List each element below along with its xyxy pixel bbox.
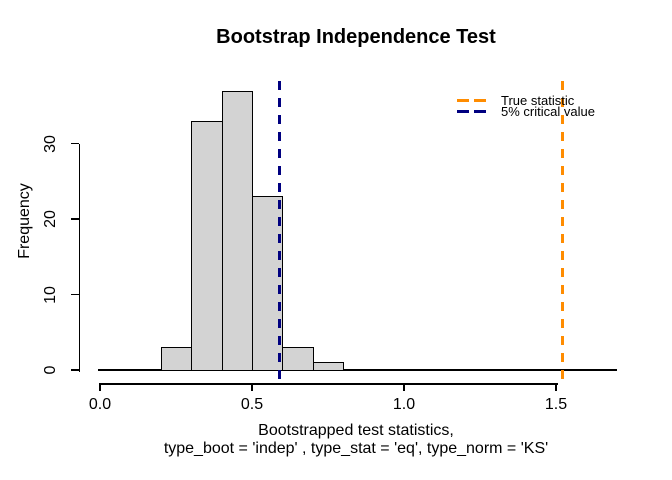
x-tick-label: 1.0 bbox=[392, 396, 416, 413]
legend-label-true-statistic: True statistic bbox=[501, 93, 575, 108]
histogram-bar bbox=[191, 120, 223, 371]
y-tick bbox=[71, 369, 79, 371]
x-tick-label: 1.5 bbox=[544, 396, 568, 413]
legend-label-critical-value: 5% critical value bbox=[501, 104, 595, 119]
x-axis-label-line2: type_boot = 'indep' , type_stat = 'eq', … bbox=[163, 440, 549, 457]
histogram-bar bbox=[221, 90, 253, 371]
y-tick-label: 20 bbox=[42, 210, 59, 228]
histogram-bar bbox=[312, 362, 345, 371]
x-tick-label: 0.0 bbox=[88, 396, 112, 413]
y-tick-label: 0 bbox=[42, 365, 59, 375]
y-tick bbox=[71, 142, 79, 145]
y-tick bbox=[71, 293, 79, 296]
x-tick bbox=[251, 383, 253, 391]
y-axis-label: Frequency bbox=[16, 183, 33, 259]
x-tick-label: 0.5 bbox=[240, 396, 264, 413]
x-tick bbox=[403, 383, 405, 391]
y-tick bbox=[71, 218, 79, 220]
vline-true-statistic bbox=[560, 81, 564, 383]
x-axis-line bbox=[100, 383, 558, 385]
y-tick-label: 10 bbox=[42, 285, 59, 304]
legend-dash-critical-value-icon bbox=[457, 110, 487, 113]
vline-critical-value bbox=[277, 81, 281, 383]
x-tick bbox=[555, 383, 557, 391]
histogram-bar bbox=[282, 347, 314, 371]
y-axis-line bbox=[78, 143, 80, 372]
x-axis-label-line1: Bootstrapped test statistics, bbox=[258, 422, 454, 439]
histogram-baseline bbox=[98, 369, 617, 371]
chart-title: Bootstrap Independence Test bbox=[216, 26, 496, 48]
y-tick-label: 30 bbox=[42, 134, 59, 153]
x-tick bbox=[99, 383, 101, 391]
histogram-bar bbox=[160, 347, 193, 371]
legend-dash-true-statistic-icon bbox=[457, 99, 487, 102]
